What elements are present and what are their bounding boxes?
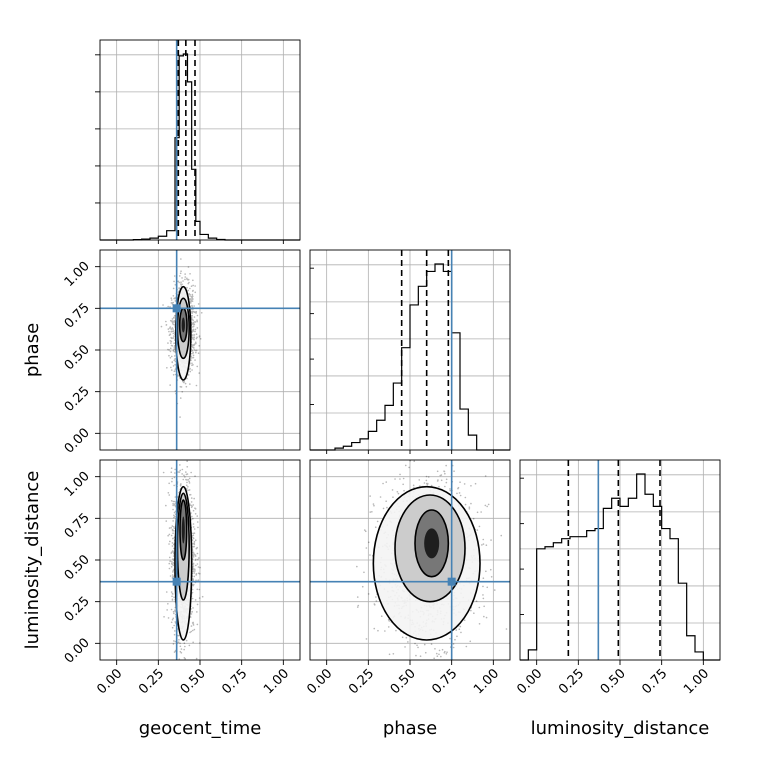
x-tick-label: 0.50	[598, 666, 629, 697]
panel-0-0	[95, 40, 300, 241]
y-tick-label: 0.25	[62, 384, 93, 415]
x-tick-label: 0.25	[346, 666, 377, 697]
x-tick-label: 0.25	[136, 666, 167, 697]
x-tick-label: 0.75	[639, 666, 670, 697]
y-tick-label: 0.00	[62, 426, 93, 457]
x-tick-label: 0.75	[429, 666, 460, 697]
panel-1-1	[310, 250, 510, 451]
truth-marker	[172, 304, 181, 313]
x-tick-label: 0.25	[556, 666, 587, 697]
truth-marker	[172, 577, 181, 586]
panel-2-2	[520, 460, 720, 661]
x-tick-label: 0.50	[388, 666, 419, 697]
x-axis-title-geocent_time: geocent_time	[139, 718, 262, 739]
x-tick-label: 1.00	[261, 666, 292, 697]
y-tick-label: 0.50	[62, 552, 93, 583]
histogram-phase	[310, 263, 510, 451]
density-peak	[181, 516, 185, 544]
x-tick-label: 0.00	[514, 666, 545, 697]
density-peak	[181, 317, 185, 333]
x-tick-label: 1.00	[471, 666, 502, 697]
density-peak	[424, 528, 440, 559]
y-tick-label: 0.75	[62, 511, 93, 542]
x-tick-label: 1.00	[681, 666, 712, 697]
x-tick-label: 0.00	[304, 666, 335, 697]
y-tick-label: 0.50	[62, 342, 93, 373]
panel-2-0: 0.00 0.25 0.50 0.75 1.00	[62, 460, 300, 667]
x-axis-title-luminosity_distance: luminosity_distance	[531, 718, 710, 739]
panel-border	[99, 249, 301, 451]
x-tick-label: 0.50	[178, 666, 209, 697]
x-axis-title-phase: phase	[383, 718, 437, 739]
x-tick-label: 0.00	[94, 666, 125, 697]
x-tick-label: 0.75	[219, 666, 250, 697]
panel-1-0: 0.00 0.25 0.50 0.75 1.00	[62, 250, 300, 457]
y-tick-label: 0.25	[62, 594, 93, 625]
y-tick-label: 1.00	[62, 469, 93, 500]
panel-content	[310, 460, 510, 660]
y-axis-title-phase: phase	[22, 323, 43, 377]
y-tick-label: 0.00	[62, 636, 93, 667]
y-axis-title-luminosity_distance: luminosity_distance	[22, 471, 43, 650]
panel-content	[100, 460, 300, 660]
y-tick-label: 1.00	[62, 259, 93, 290]
y-tick-label: 0.75	[62, 301, 93, 332]
panel-2-1	[310, 460, 510, 660]
truth-marker	[447, 577, 456, 586]
histogram-luminosity_distance	[520, 473, 720, 661]
panel-content	[100, 250, 300, 450]
